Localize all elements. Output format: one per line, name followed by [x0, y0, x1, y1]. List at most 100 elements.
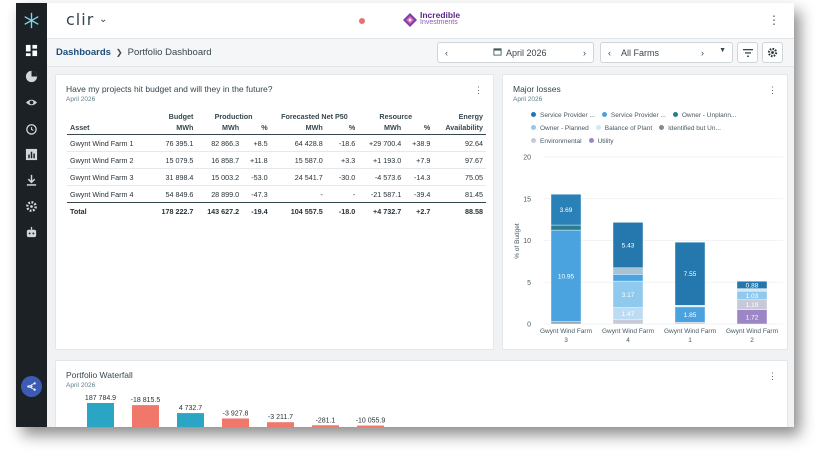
y-tick-label: 5 — [527, 280, 531, 287]
x-tick-label: Gwynt Wind Farm — [664, 328, 716, 335]
table-row[interactable]: Gwynt Wind Farm 3 31 898.4 15 003.2 -53.0 24… — [67, 168, 486, 186]
sidebar — [16, 3, 47, 427]
data-label: 7.55 — [684, 271, 697, 278]
data-label: 1.85 — [684, 312, 697, 319]
legend-item[interactable]: Owner - Unplann... — [672, 109, 737, 122]
bar-segment — [550, 321, 582, 325]
x-tick-label: 2 — [750, 337, 754, 344]
legend-label: Environmental — [540, 138, 582, 145]
legend-label: Service Provider ... — [610, 112, 666, 119]
table-row[interactable]: Gwynt Wind Farm 1 76 395.1 82 866.3 +8.5 64 … — [67, 134, 486, 152]
more-vert-icon[interactable]: ⋮ — [768, 13, 780, 27]
table-row[interactable]: Gwynt Wind Farm 4 54 849.6 28 899.0 -47.3- -… — [67, 185, 486, 203]
cell-budget: 76 395.1 — [150, 134, 197, 152]
th-energy: Energy — [458, 112, 483, 121]
waterfall-card: Portfolio Waterfall April 2026 ⋮ 187 784… — [55, 360, 788, 427]
th-res-unit: MWh — [358, 122, 405, 135]
legend-swatch — [659, 125, 665, 130]
legend-label: Utility — [597, 138, 614, 145]
waterfall-card-subtitle: April 2026 — [66, 382, 96, 389]
gear-icon — [767, 47, 778, 58]
eye-icon[interactable] — [24, 95, 38, 109]
cell-prod: 82 866.3 — [196, 134, 243, 152]
month-selector[interactable]: ‹ April 2026 › — [437, 42, 594, 63]
company-name-text: Incredible — [420, 10, 461, 20]
legend-item[interactable]: Service Provider ... — [601, 109, 666, 122]
losses-card-subtitle: April 2026 — [513, 96, 543, 103]
cell-budget: 178 222.7 — [150, 202, 197, 220]
month-value: April 2026 — [506, 48, 547, 58]
losses-chart: 0 5 10 15 20 % of Budget 10.95 3.69 Gwynt Wind F… — [514, 155, 783, 344]
bar-segment — [674, 305, 706, 308]
filter-button[interactable] — [737, 42, 758, 63]
breadcrumb-bar: Dashboards ❯ Portfolio Dashboard ‹ April 2… — [47, 39, 794, 67]
notification-dot — [359, 18, 365, 24]
x-tick-label: Gwynt Wind Farm — [602, 328, 654, 335]
legend-swatch — [588, 138, 594, 143]
cell-res-pct: -14.3 — [404, 168, 434, 186]
legend-swatch — [601, 112, 607, 117]
farm-value: All Farms — [621, 48, 659, 58]
data-label: 5.43 — [622, 243, 635, 250]
cell-fc: 15 587.0 — [270, 151, 326, 169]
legend-item[interactable]: Environmental — [531, 135, 582, 148]
top-bar: clir ⌄ Incredible Investments ⋮ — [47, 3, 794, 39]
chevron-down-icon[interactable]: ⌄ — [99, 14, 108, 25]
bar-segment — [612, 274, 644, 282]
asterisk-logo-icon[interactable] — [23, 12, 40, 29]
settings-button[interactable] — [762, 42, 783, 63]
waterfall-label: -281.1 — [316, 417, 336, 424]
legend-label: Identified but Un... — [668, 125, 721, 132]
legend-item[interactable]: Service Provider ... — [531, 109, 595, 122]
table-row[interactable]: Gwynt Wind Farm 2 15 079.5 16 858.7 +11.8 15… — [67, 151, 486, 169]
th-production: Production — [214, 112, 253, 121]
bar-segment — [612, 267, 644, 275]
company-sub: Investments — [420, 19, 458, 26]
cell-res: +29 700.4 — [358, 134, 405, 152]
legend-label: Service Provider ... — [540, 112, 595, 119]
chevron-right-icon: ❯ — [115, 48, 123, 57]
farm-selector[interactable]: ‹ All Farms › ▼ — [600, 42, 733, 63]
budget-card-subtitle: April 2026 — [66, 96, 96, 103]
bot-icon[interactable] — [24, 225, 38, 239]
alarm-icon[interactable] — [24, 121, 38, 135]
settings-icon[interactable] — [24, 199, 38, 213]
th-forecast: Forecasted Net P50 — [281, 112, 348, 121]
legend-item[interactable]: Utility — [588, 135, 614, 148]
dropdown-icon[interactable]: ▼ — [719, 47, 726, 54]
cell-fc-pct: -18.0 — [325, 202, 359, 220]
report-icon[interactable] — [24, 147, 38, 161]
legend-item[interactable]: Owner - Planned — [531, 122, 589, 135]
next-month-icon[interactable]: › — [583, 48, 586, 58]
dashboard-icon[interactable] — [24, 43, 38, 57]
breadcrumb-dashboards[interactable]: Dashboards — [56, 47, 111, 58]
x-tick-label: Gwynt Wind Farm — [726, 328, 778, 335]
prev-month-icon[interactable]: ‹ — [445, 48, 448, 58]
waterfall-label: -10 055.9 — [356, 418, 386, 425]
cell-budget: 31 898.4 — [150, 168, 197, 186]
waterfall-card-title: Portfolio Waterfall — [66, 370, 133, 380]
more-vert-icon[interactable]: ⋮ — [768, 85, 777, 95]
legend-item[interactable]: Balance of Plant — [595, 122, 652, 135]
more-vert-icon[interactable]: ⋮ — [474, 85, 483, 95]
pie-chart-icon[interactable] — [24, 69, 38, 83]
y-tick-label: 20 — [523, 155, 531, 162]
prev-farm-icon[interactable]: ‹ — [608, 48, 611, 58]
y-axis-label: % of Budget — [514, 223, 521, 259]
brand-name[interactable]: clir — [66, 10, 95, 29]
cell-fc: 64 428.8 — [270, 134, 326, 152]
download-icon[interactable] — [24, 173, 38, 187]
th-prod-pct: % — [242, 122, 271, 135]
company-name: Incredible Investments — [420, 11, 460, 27]
waterfall-label: -3 211.7 — [268, 414, 293, 421]
legend-label: Owner - Unplann... — [681, 112, 737, 119]
cell-prod-pct: -53.0 — [242, 168, 271, 186]
more-vert-icon[interactable]: ⋮ — [768, 371, 777, 381]
legend-item[interactable]: Identified but Un... — [659, 122, 721, 135]
data-label: 1.47 — [622, 311, 635, 318]
legend-swatch — [672, 112, 678, 117]
cell-res-pct: -39.4 — [404, 185, 434, 203]
next-farm-icon[interactable]: › — [701, 48, 704, 58]
network-icon[interactable] — [21, 376, 42, 397]
th-blank — [67, 111, 151, 122]
